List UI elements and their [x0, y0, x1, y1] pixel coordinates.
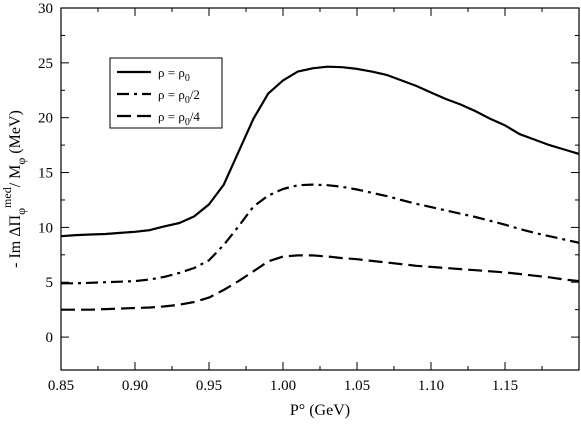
- series-line-2: [61, 183, 579, 285]
- legend-label-3: ρ = ρ0/4: [158, 109, 200, 128]
- tick-layer: 0.85 0.90 0.95 1.00 1.05 1.10 1.15 0 5 10 15 20 25 30: [38, 1, 579, 394]
- legend-label-suffix: /2: [190, 87, 200, 102]
- y-tick-label: 10: [38, 220, 53, 236]
- x-tick-label: 1.05: [344, 378, 370, 394]
- y-axis-label-mid: / M: [7, 165, 24, 188]
- series-line-3: [61, 254, 579, 311]
- x-tick-label: 1.10: [418, 378, 444, 394]
- y-axis-label-sup1: med: [0, 187, 14, 208]
- legend-label-base: ρ = ρ: [158, 87, 185, 102]
- y-tick-label: 15: [38, 166, 53, 182]
- y-axis-label-prefix: - Im ΔΠ: [7, 214, 24, 267]
- legend-items: ρ = ρ0ρ = ρ0/2ρ = ρ0/4: [117, 65, 200, 128]
- legend-label-2: ρ = ρ0/2: [158, 87, 200, 106]
- x-tick-label: 0.95: [196, 378, 222, 394]
- x-tick-label: 1.00: [270, 378, 296, 394]
- legend-label-sub: 0: [185, 73, 190, 84]
- legend-label-sub: 0: [185, 117, 190, 128]
- legend-label-base: ρ = ρ: [158, 109, 185, 124]
- legend-label-1: ρ = ρ0: [158, 65, 190, 84]
- legend-label-suffix: /4: [190, 109, 201, 124]
- y-axis-label-sub1: φ: [14, 208, 28, 215]
- y-axis-label-suffix: (MeV): [7, 110, 24, 158]
- y-tick-label: 25: [38, 56, 53, 72]
- x-tick-label: 0.85: [48, 378, 74, 394]
- y-axis-label-sub2: φ: [14, 158, 28, 165]
- legend-label-sub: 0: [185, 95, 190, 106]
- y-axis-label: - Im ΔΠφmed/ Mφ (MeV): [0, 110, 28, 268]
- legend-label-base: ρ = ρ: [158, 65, 185, 80]
- x-axis-label: P° (GeV): [290, 402, 350, 419]
- plot-layer: [61, 65, 579, 311]
- series-line-1: [61, 65, 579, 238]
- x-tick-label: 0.90: [122, 378, 148, 394]
- x-tick-label: 1.15: [492, 378, 518, 394]
- legend: ρ = ρ0ρ = ρ0/2ρ = ρ0/4: [109, 57, 223, 129]
- y-tick-label: 5: [46, 275, 54, 291]
- y-tick-label: 0: [46, 330, 54, 346]
- y-tick-label: 30: [38, 1, 53, 17]
- y-tick-label: 20: [38, 111, 53, 127]
